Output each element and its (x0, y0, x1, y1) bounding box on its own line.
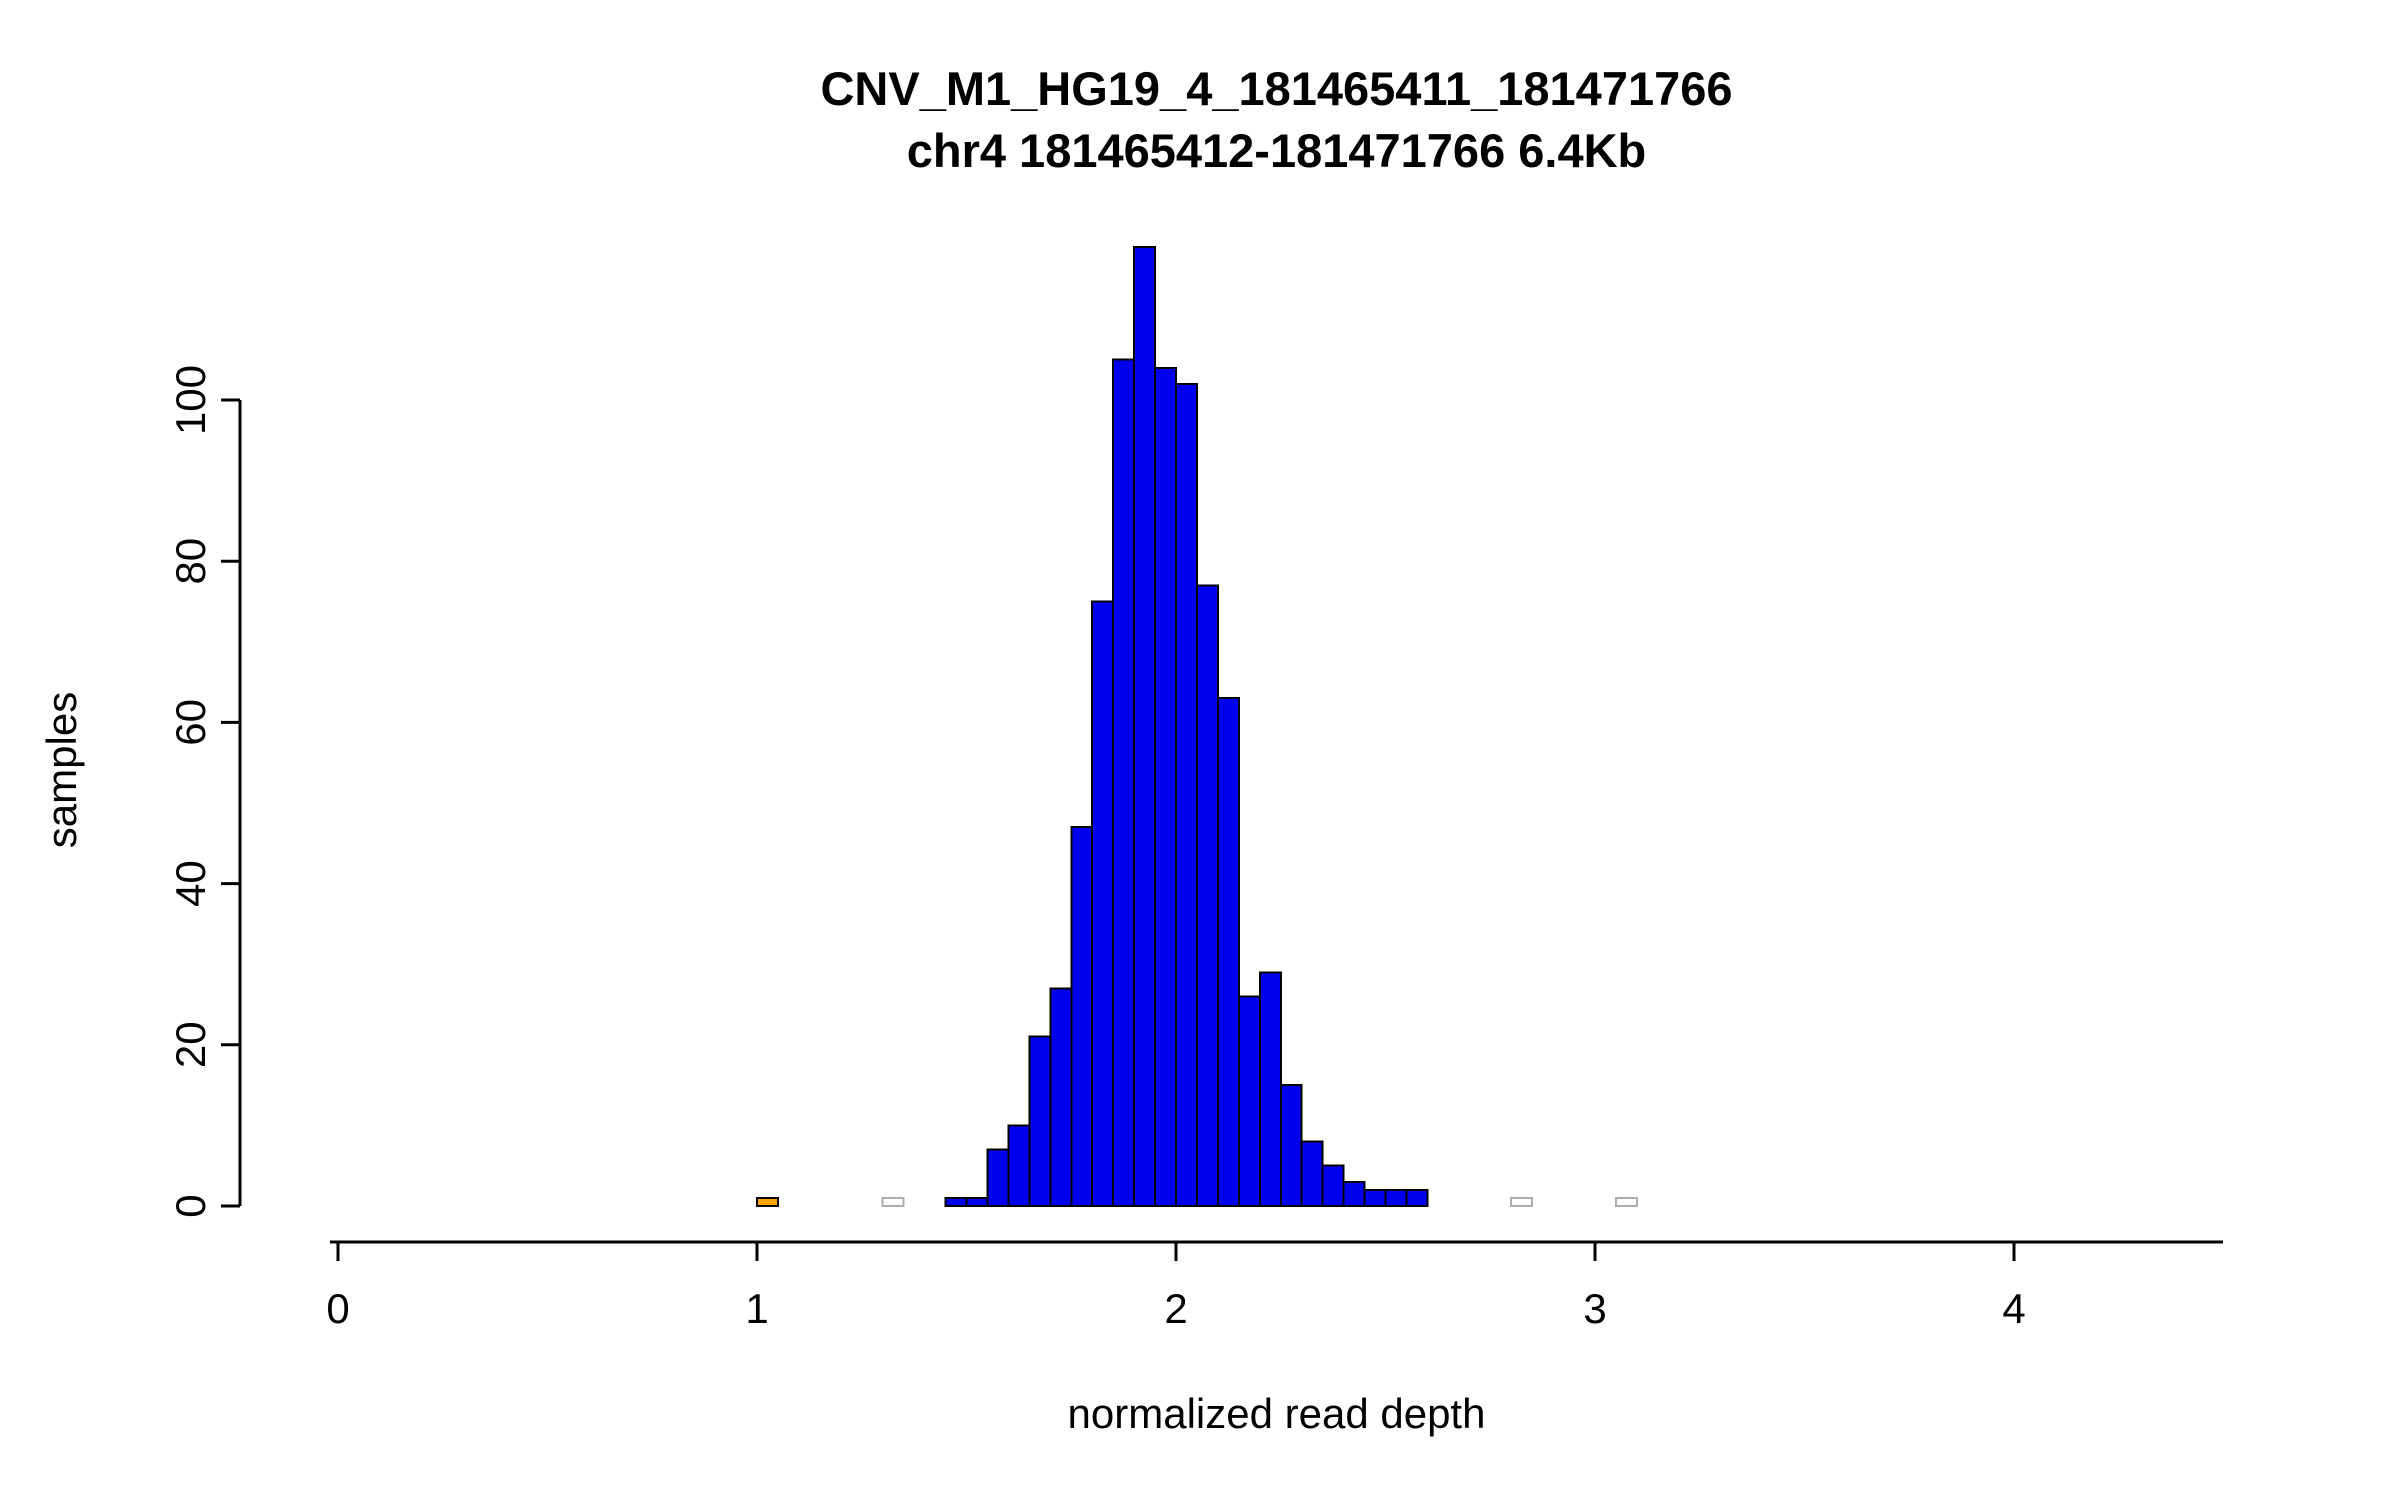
histogram-bar (1363, 1188, 1387, 1208)
y-tick-label: 60 (167, 699, 214, 746)
y-tick-label: 40 (167, 860, 214, 907)
histogram-bar (1258, 971, 1282, 1208)
histogram-bar (1007, 1124, 1031, 1208)
x-tick-label: 0 (326, 1285, 349, 1332)
histogram-bar (1216, 697, 1240, 1207)
chart-title: CNV_M1_HG19_4_181465411_181471766 (820, 62, 1733, 115)
histogram-bar (881, 1196, 905, 1207)
title-block: CNV_M1_HG19_4_181465411_181471766 chr4 1… (330, 58, 2223, 182)
histogram-bar (1133, 245, 1157, 1208)
histogram-bar (965, 1196, 989, 1207)
chart-subtitle: chr4 181465412-181471766 6.4Kb (906, 124, 1647, 177)
x-tick-label: 4 (2002, 1285, 2025, 1332)
histogram-bar (1279, 1084, 1303, 1207)
histogram-bar (1154, 366, 1178, 1207)
histogram-bar (1614, 1196, 1638, 1207)
histogram-bar (756, 1196, 779, 1207)
histogram-bar (986, 1148, 1010, 1207)
histogram-bar (1510, 1196, 1534, 1207)
y-tick-label: 100 (167, 365, 214, 435)
histogram-bar (944, 1196, 968, 1207)
histogram-bar (1405, 1188, 1429, 1208)
x-tick-label: 1 (745, 1285, 768, 1332)
histogram-bar (1175, 382, 1198, 1207)
y-tick-label: 80 (167, 538, 214, 585)
histogram-bar (1028, 1035, 1052, 1207)
histogram-bar (1384, 1188, 1408, 1208)
histogram-bar (1112, 358, 1136, 1207)
x-tick-label: 2 (1164, 1285, 1187, 1332)
histogram-bar (1070, 826, 1094, 1207)
histogram-bar (1237, 995, 1261, 1207)
x-tick-label: 3 (1583, 1285, 1606, 1332)
histogram-bar (1195, 584, 1219, 1207)
y-tick-label: 0 (167, 1194, 214, 1217)
histogram-bar (1091, 600, 1115, 1207)
y-tick-label: 20 (167, 1021, 214, 1068)
histogram-bar (1300, 1140, 1324, 1208)
histogram-bar (1342, 1180, 1366, 1207)
histogram-bar (1321, 1164, 1345, 1207)
histogram-bar (1049, 987, 1073, 1207)
x-axis-label: normalized read depth (1067, 1390, 1486, 1437)
